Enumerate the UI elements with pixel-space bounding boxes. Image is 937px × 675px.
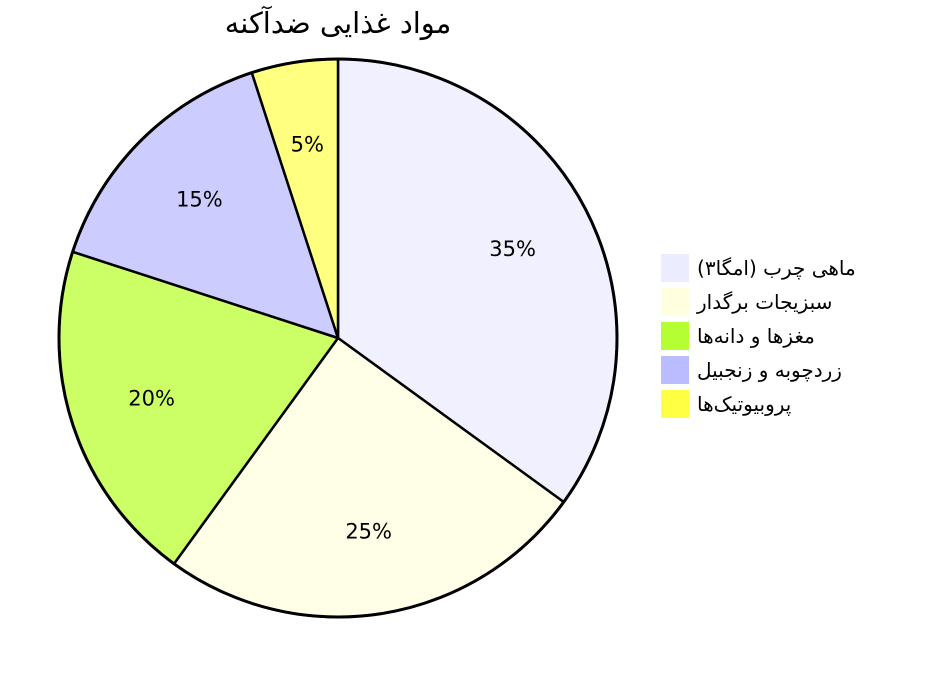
slice-label-1: 35% [489,237,536,261]
legend-swatch-5 [661,390,689,418]
legend-item-4: زردچوبه و زنجبیل [661,356,842,384]
legend-label-4: زردچوبه و زنجبیل [697,358,842,382]
legend-label-2: سبزیجات برگدار [696,290,832,314]
pie-slices [57,57,619,619]
slice-labels: 35% 25% 20% 15% 5% [128,132,536,543]
legend-swatch-2 [661,288,689,316]
legend-swatch-4 [661,356,689,384]
legend-swatch-3 [661,322,689,350]
legend-item-3: مغزها و دانه‌ها [661,322,815,350]
legend-item-2: سبزیجات برگدار [661,288,832,316]
slice-label-3: 20% [128,387,175,411]
legend-label-1: ماهی چرب (امگا۳) [697,256,856,280]
legend-item-5: پروبیوتیک‌ها [661,390,791,418]
chart-title: مواد غذایی ضدآکنه [225,5,452,40]
legend-label-3: مغزها و دانه‌ها [697,324,815,348]
slice-label-2: 25% [345,520,392,544]
slice-label-4: 15% [176,187,223,211]
slice-label-5: 5% [291,132,324,156]
legend-item-1: ماهی چرب (امگا۳) [661,254,856,282]
legend-swatch-1 [661,254,689,282]
pie-outline [57,57,619,619]
legend-label-5: پروبیوتیک‌ها [697,392,791,417]
legend: ماهی چرب (امگا۳) سبزیجات برگدار مغزها و دا… [661,254,856,418]
